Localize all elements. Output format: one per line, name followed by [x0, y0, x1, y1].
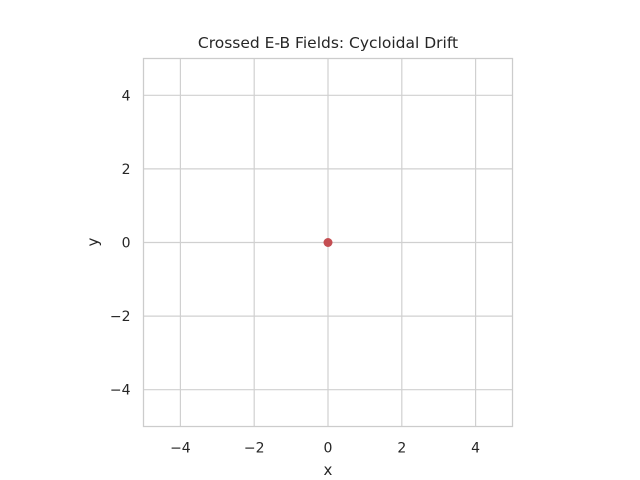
y-tick-label: 4 — [122, 88, 131, 104]
x-tick-label: 2 — [397, 441, 406, 457]
y-tick-labels: −4 −2 0 2 4 — [110, 88, 131, 398]
x-tick-labels: −4 −2 0 2 4 — [170, 441, 480, 457]
plot-frame — [142, 57, 514, 428]
x-tick-label: 0 — [324, 441, 333, 457]
y-tick-label: −4 — [110, 383, 131, 399]
x-tick-label: 4 — [471, 441, 480, 457]
x-tick-label: −4 — [170, 441, 191, 457]
x-axis-label: x — [324, 461, 333, 479]
y-tick-label: 2 — [122, 162, 131, 178]
x-tick-label: −2 — [244, 441, 265, 457]
data-point — [323, 238, 333, 247]
y-tick-label: 0 — [122, 236, 131, 252]
y-axis-label: y — [84, 237, 102, 246]
data-points — [323, 238, 333, 247]
grid-lines — [143, 58, 513, 427]
y-tick-label: −2 — [110, 309, 131, 325]
chart-title: Crossed E-B Fields: Cycloidal Drift — [198, 34, 458, 52]
